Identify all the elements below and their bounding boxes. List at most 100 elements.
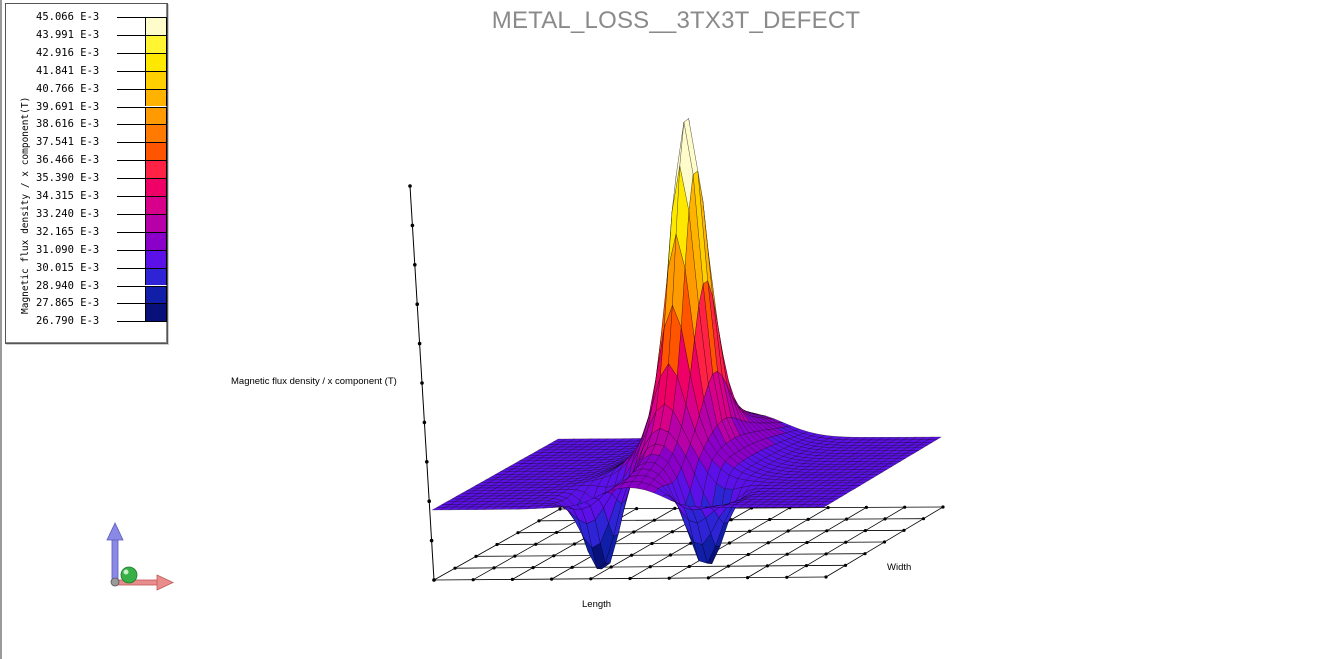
floor-grid-node [727,541,732,545]
floor-grid-node [531,566,535,570]
floor-grid-node [650,541,654,546]
floor-grid-node [785,575,789,579]
triad-y-sphere [120,566,138,584]
floor-grid-node [863,528,868,533]
legend-tick [117,52,167,54]
z-axis-tick [427,499,432,504]
z-axis-tick [408,184,412,188]
legend-label: 43.991 E-3 [36,28,100,41]
floor-grid-node [570,565,574,569]
legend-tick [117,303,167,305]
z-axis-tick [425,460,429,464]
legend-label: 42.916 E-3 [36,46,100,59]
legend-swatch [145,286,167,304]
floor-grid-node [516,531,520,535]
legend-label: 27.865 E-3 [36,297,100,310]
floor-grid-node [768,517,772,522]
floor-grid-node [667,576,671,580]
z-axis-tick [420,381,424,385]
floor-grid-node [632,530,636,534]
floor-grid-node [589,577,593,581]
floor-grid-node [537,519,541,523]
legend-tick [117,249,167,251]
legend-label: 40.766 E-3 [36,82,100,95]
floor-grid-node [785,552,789,556]
legend-swatch [145,125,167,143]
floor-grid-node [766,541,770,545]
length-axis-label: Length [582,599,612,610]
floor-grid-node [689,541,693,545]
floor-grid-node [786,529,790,533]
legend-swatch [145,304,167,322]
z-axis-tick [415,302,420,307]
legend-label: 38.616 E-3 [36,118,100,131]
triad-z-shaft [111,537,119,585]
floor-grid-node [652,518,656,522]
color-legend: Magnetic flux density / x component(T) 4… [5,3,168,344]
floor-grid-node [558,507,562,511]
legend-label: 30.015 E-3 [36,261,100,274]
floor-grid-node [471,578,475,582]
floor-grid-node [729,518,733,522]
floor-grid-node [555,530,559,535]
floor-grid-node [453,566,457,570]
triad-x-shaft [114,579,162,586]
floor-grid-node [746,576,750,580]
z-axis-tick [429,538,434,543]
floor-grid-node [883,517,887,521]
width-axis-label: Width [887,562,912,573]
window-left-border [0,0,2,659]
floor-grid-node [748,529,752,533]
floor-grid-node [902,528,906,532]
z-axis-label: Magnetic flux density / x component (T) [231,376,397,387]
legend-tick [117,17,167,18]
legend-swatch [145,214,167,232]
legend-label: 35.390 E-3 [36,172,100,185]
floor-grid-node [668,553,673,557]
floor-grid-node [746,552,750,557]
floor-grid-node [863,552,867,556]
legend-label: 36.466 E-3 [36,154,100,167]
floor-grid-node [806,517,810,521]
legend-tick [117,142,167,144]
floor-grid-node [824,575,828,579]
legend-label: 39.691 E-3 [36,100,100,113]
legend-label: 33.240 E-3 [36,207,100,220]
floor-grid-node [921,517,926,521]
surface-patch [815,504,830,508]
floor-grid-node [805,540,809,545]
orientation-triad-icon[interactable] [95,518,175,598]
floor-grid-node [903,505,907,509]
triad-y-highlight [123,569,129,575]
floor-grid-node [765,564,770,568]
floor-grid-node [513,554,517,558]
triad-z-head [106,522,124,541]
floor-grid-node [824,552,828,556]
plot-title: METAL_LOSS__3TX3T_DEFECT [491,7,861,34]
floor-grid-node [534,542,538,546]
floor-grid-node [845,517,849,521]
floor-grid-node [706,576,711,580]
legend-swatch [145,89,167,107]
legend-tick [117,34,167,36]
z-axis-tick [432,578,436,582]
legend-tick [117,124,167,126]
floor-grid-node [825,529,829,533]
legend-tick [117,196,167,197]
legend-label: 32.165 E-3 [36,225,100,238]
z-axis-tick [413,263,417,267]
legend-label: 28.940 E-3 [36,279,100,292]
floor-grid-node [495,542,499,547]
legend-swatch [145,35,167,53]
legend-tick [117,321,167,323]
floor-grid-node [826,506,830,510]
legend-tick [117,178,167,180]
floor-grid-node [492,566,496,570]
legend-label: 34.315 E-3 [36,190,100,202]
legend-tick [117,160,167,162]
floor-grid-node [635,507,639,511]
z-axis-tick [422,420,427,425]
floor-grid-node [726,564,730,568]
floor-grid-node [941,505,945,509]
